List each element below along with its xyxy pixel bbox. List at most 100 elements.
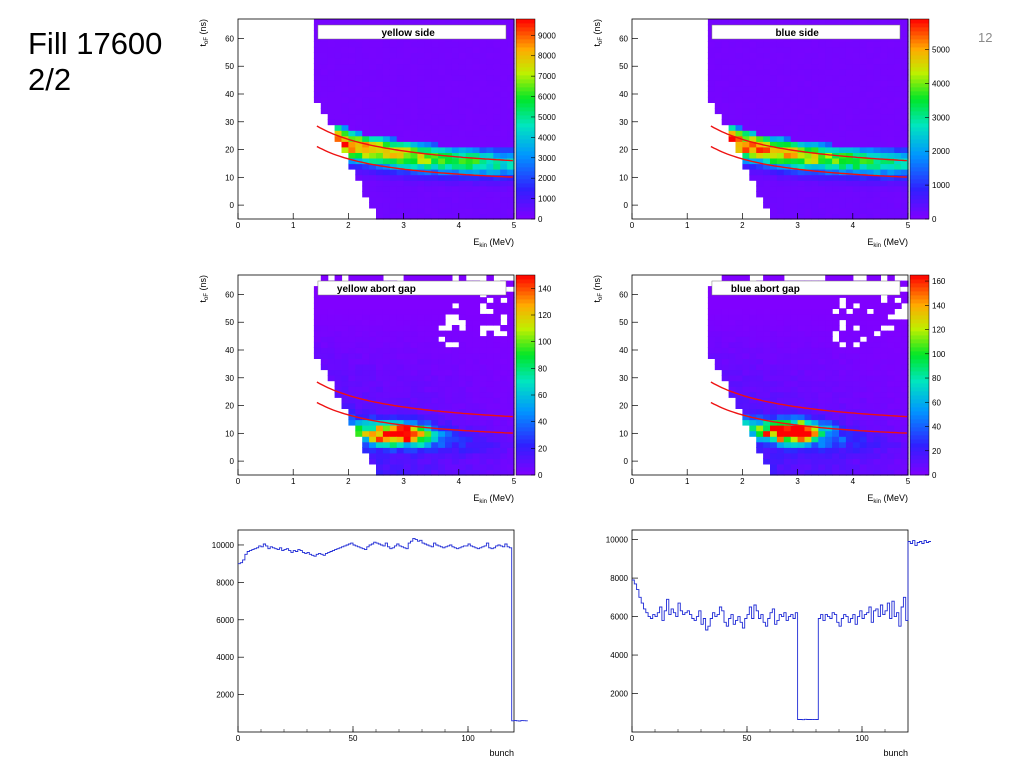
heatmap-bin xyxy=(721,69,730,76)
heatmap-bin xyxy=(396,297,405,304)
heatmap-bin xyxy=(410,185,418,192)
heatmap-bin xyxy=(873,163,881,170)
heatmap-bin xyxy=(845,313,854,321)
heatmap-bin xyxy=(804,313,812,321)
heatmap-bin xyxy=(431,107,439,115)
heatmap-bin xyxy=(396,52,405,59)
heatmap-bin xyxy=(763,441,771,448)
heatmap-bin xyxy=(894,425,902,432)
heatmap-bin xyxy=(465,124,474,131)
heatmap-bin xyxy=(479,413,487,421)
heatmap-bin xyxy=(431,369,439,376)
heatmap-bin xyxy=(901,463,909,471)
heatmap-bin xyxy=(507,347,515,354)
heatmap-bin xyxy=(714,19,723,26)
heatmap-bin xyxy=(382,375,391,382)
heatmap-bin xyxy=(486,452,494,459)
heatmap-bin xyxy=(389,102,398,109)
heatmap-bin xyxy=(389,191,398,198)
heatmap-bin xyxy=(756,330,764,337)
heatmap-bin xyxy=(811,180,819,187)
heatmap-bin xyxy=(486,341,494,348)
heatmap-bin xyxy=(472,91,481,98)
heatmap-bin xyxy=(845,207,854,215)
heatmap-bin xyxy=(479,319,487,326)
heatmap-bin xyxy=(776,397,785,404)
heatmap-bin xyxy=(818,113,826,120)
heatmap-bin xyxy=(382,352,391,359)
heatmap-bin xyxy=(763,202,771,209)
heatmap-bin xyxy=(832,213,840,220)
heatmap-bin xyxy=(417,63,425,70)
heatmap-bin xyxy=(859,347,868,354)
heatmap-bin xyxy=(776,408,785,415)
heatmap-bin xyxy=(901,80,909,87)
heatmap-bin xyxy=(852,313,861,321)
heatmap-bin xyxy=(451,191,460,198)
heatmap-bin xyxy=(901,119,909,126)
colorbar-step xyxy=(516,279,535,284)
heatmap-bin xyxy=(783,69,792,76)
heatmap-bin xyxy=(369,347,377,354)
heatmap-bin xyxy=(776,157,785,165)
heatmap-bin xyxy=(783,419,792,426)
heatmap-bin xyxy=(832,157,840,165)
heatmap-bin xyxy=(783,102,792,109)
heatmap-bin xyxy=(832,347,840,354)
heatmap-bin xyxy=(852,46,861,53)
heatmap-bin xyxy=(500,402,508,409)
heatmap-bin xyxy=(479,174,487,181)
heatmap-bin xyxy=(382,19,391,26)
heatmap-bin xyxy=(458,408,467,415)
heatmap-bin xyxy=(507,363,515,371)
heatmap-bin xyxy=(451,325,460,332)
heatmap-cells xyxy=(707,19,909,220)
heatmap-bin xyxy=(790,157,799,165)
heatmap-bin xyxy=(369,452,377,459)
heatmap-bin xyxy=(825,41,833,48)
heatmap-bin xyxy=(465,436,474,443)
heatmap-bin xyxy=(887,413,895,421)
heatmap-bin xyxy=(832,380,840,387)
heatmap-bin xyxy=(389,319,398,326)
heatmap-bin xyxy=(852,441,861,448)
heatmap-bin xyxy=(839,141,847,148)
colorbar-tick-label: 0 xyxy=(538,215,543,224)
heatmap-bin xyxy=(424,413,432,421)
heatmap-bin xyxy=(389,141,398,148)
colorbar-step xyxy=(910,127,929,132)
heatmap-bin xyxy=(728,57,737,65)
heatmap-bin xyxy=(797,146,806,153)
heatmap-bin xyxy=(852,369,861,376)
colorbar-tick-label: 6000 xyxy=(538,93,556,102)
colorbar-step xyxy=(910,287,929,292)
title-box xyxy=(317,280,507,296)
colorbar-tick-label: 4000 xyxy=(932,79,950,88)
heatmap-bin xyxy=(472,57,481,65)
heatmap-bin xyxy=(832,141,840,148)
heatmap-bin xyxy=(797,447,806,454)
heatmap-bin xyxy=(763,352,771,359)
heatmap-bin xyxy=(742,41,750,48)
heatmap-bin xyxy=(431,113,439,120)
heatmap-bin xyxy=(376,408,384,415)
heatmap-bin xyxy=(348,163,356,170)
heatmap-bin xyxy=(783,380,792,387)
heatmap-bin xyxy=(770,458,778,465)
heatmap-bin xyxy=(880,380,888,387)
heatmap-bin xyxy=(362,319,370,326)
heatmap-bin xyxy=(348,91,356,98)
heatmap-bin xyxy=(776,191,785,198)
heatmap-bin xyxy=(880,119,888,126)
heatmap-bin xyxy=(417,69,425,76)
heatmap-bin xyxy=(894,469,902,476)
heatmap-bin xyxy=(880,196,888,203)
heatmap-bin xyxy=(327,341,336,348)
heatmap-bin xyxy=(749,85,757,92)
heatmap-bin xyxy=(714,52,723,59)
heatmap-bin xyxy=(825,96,833,103)
colorbar-step xyxy=(516,215,535,220)
heatmap-bin xyxy=(376,369,384,376)
heatmap-bin xyxy=(797,135,806,142)
heatmap-bin xyxy=(355,135,363,142)
